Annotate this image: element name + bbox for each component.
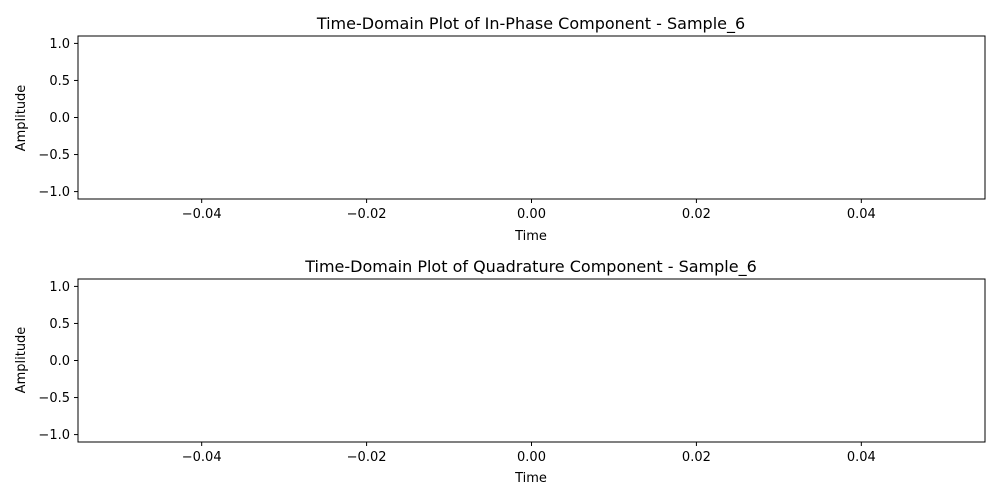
quadrature-title: Time-Domain Plot of Quadrature Component… [304,257,757,277]
quadrature-ytick-label: 0.5 [49,317,70,332]
in-phase-xtick-label: 0.02 [682,207,711,222]
quadrature-xtick-label: 0.00 [517,450,546,465]
quadrature-xtick-label: −0.02 [347,450,387,465]
in-phase-xtick-label: −0.02 [347,207,387,222]
quadrature-xtick-label: 0.04 [847,450,876,465]
in-phase-ytick-label: −0.5 [38,148,70,163]
in-phase-xtick-label: 0.00 [517,207,546,222]
quadrature-ylabel: Amplitude [14,327,29,394]
quadrature-xtick-label: −0.04 [182,450,222,465]
quadrature-xtick-label: 0.02 [682,450,711,465]
in-phase-ytick-label: 1.0 [49,37,70,52]
quadrature-ytick-label: 0.0 [49,354,70,369]
in-phase-subplot: Time-Domain Plot of In-Phase Component -… [14,14,986,244]
quadrature-plot-area: −0.04 −0.02 0.00 0.02 0.04 −1.0 −0.5 0.0 0.5 1.0 [38,278,986,465]
in-phase-ytick-label: 0.0 [49,111,70,126]
quadrature-ytick-label: −0.5 [38,391,70,406]
quadrature-ytick-label: −1.0 [38,428,70,443]
quadrature-axes-frame [77,278,986,443]
in-phase-plot-area: −0.04 −0.02 0.00 0.02 0.04 −1.0 −0.5 0.0 0.5 1.0 [38,35,986,222]
in-phase-axes-frame [77,35,986,200]
in-phase-ytick-label: 0.5 [49,74,70,89]
in-phase-xtick-label: 0.04 [847,207,876,222]
in-phase-ylabel: Amplitude [14,85,29,152]
in-phase-ytick-label: −1.0 [38,185,70,200]
in-phase-xtick-label: −0.04 [182,207,222,222]
quadrature-subplot: Time-Domain Plot of Quadrature Component… [14,257,986,486]
quadrature-xlabel: Time [514,471,547,486]
in-phase-xlabel: Time [514,229,547,244]
in-phase-title: Time-Domain Plot of In-Phase Component -… [316,14,745,34]
quadrature-ytick-label: 1.0 [49,280,70,295]
